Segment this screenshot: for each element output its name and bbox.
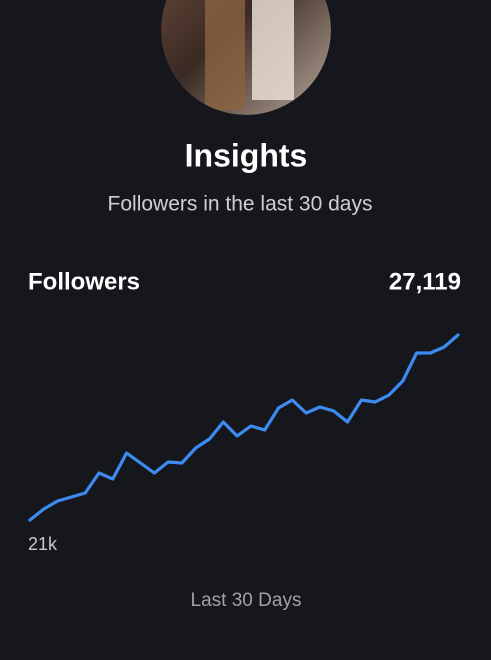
title: Insights: [185, 137, 308, 173]
metric-value: 27,119: [389, 268, 461, 295]
followers-line: [28, 333, 460, 522]
metric-label: Followers: [28, 268, 140, 295]
x-label: Last 30 Days: [191, 590, 302, 611]
profile-photo: [161, 0, 331, 115]
y-tick-label: 21k: [28, 534, 58, 554]
subtitle: Followers in the last 30 days: [108, 193, 373, 216]
